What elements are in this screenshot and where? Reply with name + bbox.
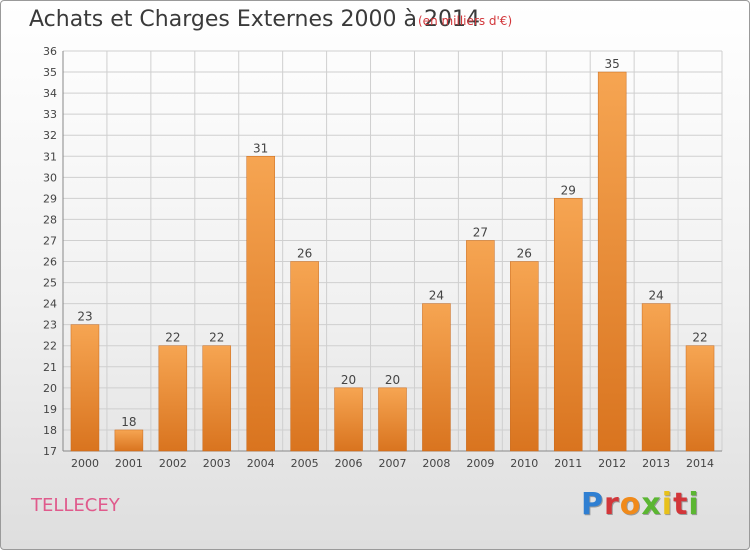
bar-2003 xyxy=(202,345,232,452)
value-label-2012: 35 xyxy=(605,57,620,71)
y-tick-label-24: 24 xyxy=(43,298,57,311)
x-tick-label-2003: 2003 xyxy=(203,457,231,470)
value-label-2013: 24 xyxy=(648,289,663,303)
value-label-2004: 31 xyxy=(253,141,268,155)
x-tick-label-2005: 2005 xyxy=(291,457,319,470)
x-tick-label-2011: 2011 xyxy=(554,457,582,470)
proxiti-logo: Proxiti xyxy=(581,487,700,522)
value-label-2008: 24 xyxy=(429,289,444,303)
y-tick-label-23: 23 xyxy=(43,319,57,332)
y-tick-label-18: 18 xyxy=(43,424,57,437)
value-label-2000: 23 xyxy=(77,310,92,324)
x-tick-label-2001: 2001 xyxy=(115,457,143,470)
y-tick-labels: 17 18 19 20 21 22 23 24 25 26 27 28 29 30 31 32 33 34 35 36 xyxy=(43,45,57,458)
x-tick-label-2008: 2008 xyxy=(422,457,450,470)
x-tick-labels: 2000 2001 2002 2003 2004 2005 2006 2007 2008 2009… xyxy=(71,457,714,470)
value-label-2002: 22 xyxy=(165,331,180,345)
location-name: TELLECEY xyxy=(31,495,120,516)
y-tick-label-26: 26 xyxy=(43,256,57,269)
y-tick-label-36: 36 xyxy=(43,45,57,58)
bar-2010 xyxy=(510,261,539,452)
y-tick-label-22: 22 xyxy=(43,340,57,353)
y-tick-label-17: 17 xyxy=(43,445,57,458)
x-tick-label-2013: 2013 xyxy=(642,457,670,470)
x-tick-label-2000: 2000 xyxy=(71,457,99,470)
bar-2014 xyxy=(685,345,715,452)
y-tick-label-29: 29 xyxy=(43,192,57,205)
value-label-2006: 20 xyxy=(341,373,356,387)
value-labels: 23 18 22 22 31 26 20 20 24 27 26 29 35 24 22 xyxy=(77,57,707,429)
value-label-2001: 18 xyxy=(121,415,136,429)
bar-2006 xyxy=(334,387,363,452)
bar-2000 xyxy=(70,324,100,452)
y-tick-label-25: 25 xyxy=(43,277,57,290)
y-tick-label-19: 19 xyxy=(43,403,57,416)
value-label-2010: 26 xyxy=(517,247,532,261)
x-tick-label-2007: 2007 xyxy=(379,457,407,470)
y-tick-label-28: 28 xyxy=(43,213,57,226)
bar-2011 xyxy=(553,198,583,452)
bar-2012 xyxy=(597,71,627,452)
value-label-2005: 26 xyxy=(297,247,312,261)
x-tick-label-2014: 2014 xyxy=(686,457,714,470)
x-tick-label-2012: 2012 xyxy=(598,457,626,470)
y-tick-label-31: 31 xyxy=(43,150,57,163)
bar-2002 xyxy=(158,345,188,452)
bar-2004 xyxy=(246,156,275,452)
value-label-2014: 22 xyxy=(692,331,707,345)
y-tick-label-21: 21 xyxy=(43,361,57,374)
bar-2008 xyxy=(422,303,451,452)
y-tick-label-33: 33 xyxy=(43,108,57,121)
bar-2009 xyxy=(466,240,495,452)
y-tick-label-27: 27 xyxy=(43,234,57,247)
y-tick-label-20: 20 xyxy=(43,382,57,395)
chart-subtitle: (en milliers d'€) xyxy=(418,14,513,28)
x-tick-label-2006: 2006 xyxy=(335,457,363,470)
bar-2013 xyxy=(641,303,671,452)
x-tick-label-2010: 2010 xyxy=(510,457,538,470)
x-tick-label-2009: 2009 xyxy=(466,457,494,470)
chart-title: Achats et Charges Externes 2000 à 2014 xyxy=(29,7,480,32)
bar-2005 xyxy=(290,261,319,452)
y-tick-label-35: 35 xyxy=(43,66,57,79)
y-tick-label-30: 30 xyxy=(43,171,57,184)
value-label-2007: 20 xyxy=(385,373,400,387)
x-tick-label-2002: 2002 xyxy=(159,457,187,470)
bar-2001 xyxy=(114,429,144,452)
value-label-2011: 29 xyxy=(561,183,576,197)
bars xyxy=(70,71,715,452)
x-tick-label-2004: 2004 xyxy=(247,457,275,470)
value-label-2003: 22 xyxy=(209,331,224,345)
value-label-2009: 27 xyxy=(473,225,488,239)
y-tick-label-32: 32 xyxy=(43,129,57,142)
y-tick-label-34: 34 xyxy=(43,87,57,100)
bar-2007 xyxy=(378,387,407,452)
